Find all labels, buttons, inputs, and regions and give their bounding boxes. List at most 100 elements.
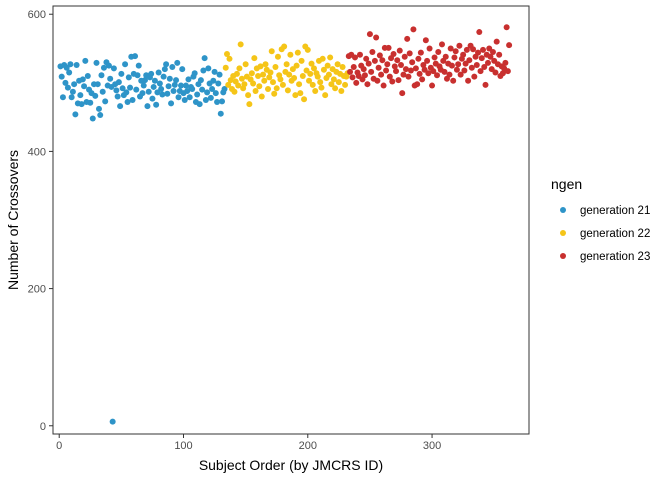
data-point-3-76 [439,41,445,48]
data-point-3-31 [383,67,390,74]
data-point-2-85 [327,54,334,61]
data-point-3-10 [356,51,363,58]
data-point-2-22 [248,70,255,77]
data-point-3-97 [465,77,472,84]
data-point-2-8 [231,88,238,95]
data-point-2-88 [330,76,337,83]
data-point-3-79 [442,53,449,60]
data-point-1-50 [118,70,125,77]
data-point-1-12 [71,81,78,88]
data-point-2-32 [261,77,268,84]
data-point-2-58 [293,62,300,69]
data-point-3-48 [404,35,411,42]
data-point-2-53 [287,51,294,58]
data-point-3-83 [447,45,454,52]
data-point-1-30 [93,59,100,66]
data-point-1-64 [135,62,142,69]
data-point-3-128 [503,24,510,31]
y-tick-label: 0 [40,421,46,433]
data-point-2-81 [322,92,329,99]
data-point-3-53 [410,26,417,33]
data-point-2-50 [283,61,290,68]
data-point-3-73 [435,48,442,55]
data-point-2-59 [294,49,301,56]
data-point-2-86 [328,81,335,88]
data-point-2-37 [267,69,274,76]
data-point-2-24 [251,55,258,62]
data-point-2-89 [332,85,339,92]
data-point-3-109 [480,46,487,53]
data-point-1-122 [207,94,214,101]
data-point-1-131 [219,98,226,105]
data-point-2-95 [339,64,346,71]
data-point-3-55 [412,65,419,72]
data-point-3-130 [506,42,513,49]
data-point-1-113 [196,101,203,108]
data-point-3-113 [484,59,491,66]
data-point-2-70 [308,60,315,67]
legend-key-1 [560,207,566,213]
data-point-1-98 [178,82,185,89]
data-point-1-72 [145,88,152,95]
data-point-2-42 [273,85,280,92]
data-point-2-10 [233,70,240,77]
data-point-1-55 [124,99,131,106]
data-point-1-67 [139,90,146,97]
data-point-2-20 [246,101,253,108]
data-point-1-129 [216,71,223,78]
data-point-1-92 [170,88,177,95]
data-point-1-124 [210,77,217,84]
data-point-1-46 [113,87,120,94]
data-point-2-97 [342,81,349,88]
data-point-2-41 [272,64,279,71]
data-point-1-3 [59,94,66,101]
data-point-3-125 [499,70,506,77]
data-point-2-1 [222,64,229,71]
data-point-1-54 [123,89,130,96]
data-point-1-83 [159,91,166,98]
data-point-1-53 [122,61,129,68]
data-point-1-51 [119,85,126,92]
data-point-3-39 [393,68,400,75]
data-point-3-93 [460,51,467,58]
y-tick-label: 400 [28,146,46,158]
data-point-3-44 [399,90,406,97]
data-point-3-66 [426,45,433,52]
data-point-1-14 [73,61,80,68]
data-point-3-89 [455,61,462,68]
data-point-2-45 [277,76,284,83]
data-point-1-36 [100,64,107,71]
data-point-3-64 [424,57,431,64]
data-point-1-75 [149,95,156,102]
data-point-1-88 [165,83,172,90]
data-point-3-47 [402,66,409,73]
data-point-2-68 [306,77,313,84]
data-point-3-43 [397,61,404,68]
data-point-1-10 [68,94,75,101]
data-point-1-91 [169,64,176,71]
data-point-1-40 [105,62,112,69]
data-point-2-4 [226,55,233,62]
data-point-1-84 [160,73,167,80]
data-point-3-50 [406,50,413,57]
data-point-3-82 [446,71,453,78]
data-point-3-2 [347,68,354,75]
data-point-3-27 [378,71,385,78]
data-point-3-84 [448,62,455,69]
data-point-3-111 [482,81,489,88]
data-point-3-119 [492,69,499,76]
data-point-3-61 [420,61,427,68]
data-point-2-92 [335,79,342,86]
data-point-1-8 [66,69,73,76]
data-point-2-78 [318,84,325,91]
data-point-2-80 [320,66,327,73]
data-point-1-61 [132,53,139,60]
data-point-1-33 [97,112,104,119]
data-point-1-95 [174,59,181,66]
data-point-2-14 [238,75,245,82]
y-tick-label: 200 [28,284,46,296]
data-point-1-57 [127,84,134,91]
data-point-1-120 [205,65,212,72]
data-point-3-46 [401,53,408,60]
